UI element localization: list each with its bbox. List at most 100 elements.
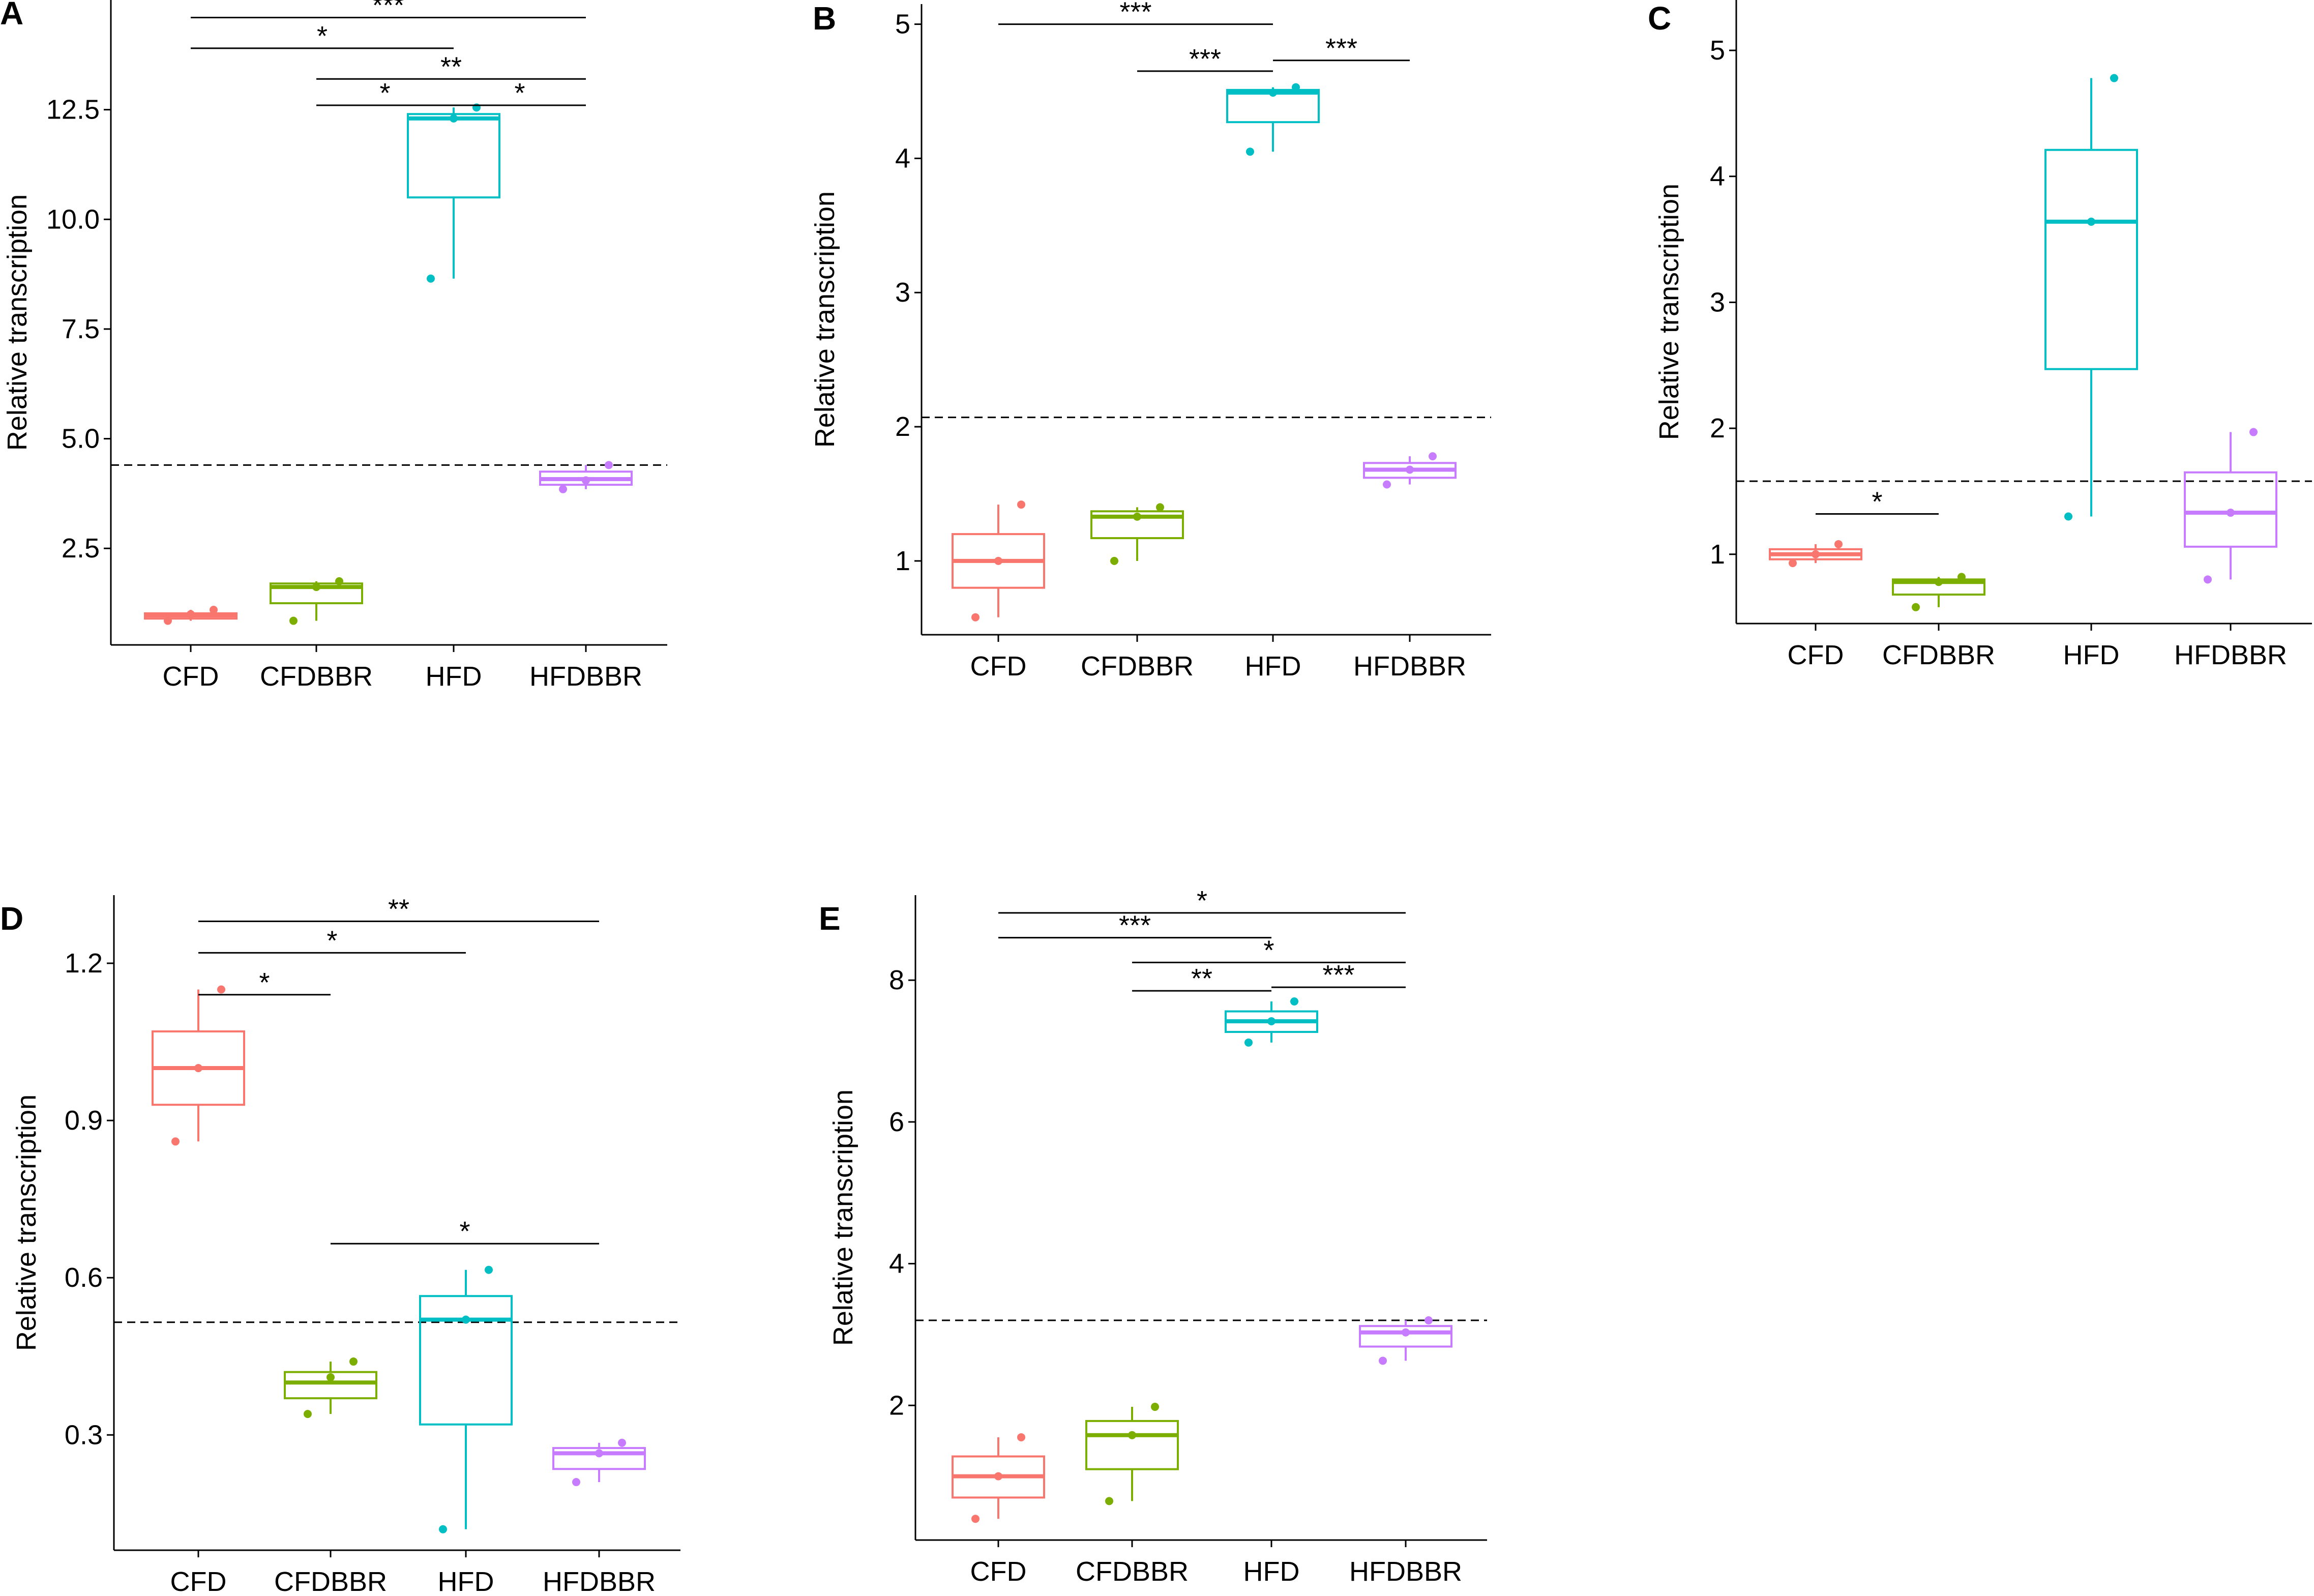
significance-bracket: * [316,78,454,108]
y-tick-label: 8 [889,965,904,995]
data-point [1156,503,1164,512]
significance-bracket: * [191,21,454,51]
box-body [284,1371,377,1400]
significance-label: * [317,21,328,51]
y-tick-label: 7.5 [62,314,100,344]
box-hfd [1226,83,1320,156]
data-point [1429,452,1437,461]
box-hfdbbr [552,1438,646,1487]
panel-letter: A [0,0,23,32]
x-tick-label: CFDBBR [1882,640,1995,670]
data-point [1246,147,1254,156]
significance-bracket: *** [998,0,1273,27]
y-tick-label: 3 [1710,287,1725,317]
significance-label: * [327,925,337,956]
box-cfdbbr [1085,1403,1179,1505]
significance-label: *** [1325,33,1357,64]
x-tick-label: HFDBBR [1353,651,1466,682]
significance-bracket: *** [1137,44,1273,74]
data-point [164,616,172,625]
significance-label: ** [388,894,409,925]
significance-label: *** [372,0,404,21]
data-point [1133,512,1141,521]
data-point [427,274,435,283]
significance-label: *** [1119,910,1151,941]
panel-e: E 2 4 6 8 CFD CFDBBR HFD HFDBBR Relative transcri… [819,885,1487,1587]
x-tick-label: CFDBBR [1081,651,1194,682]
data-point [1017,500,1025,509]
data-point [2064,512,2072,521]
x-tick-label: HFD [1245,651,1301,682]
data-point [618,1438,626,1447]
significance-bracket: * [331,1216,599,1247]
x-tick-label: CFD [163,661,219,692]
x-tick-label: HFD [438,1567,494,1596]
significance-label: * [1263,935,1274,965]
data-point [312,583,320,592]
significance-bracket: *** [1271,960,1406,990]
box-hfdbbr [1359,1316,1452,1365]
y-tick-label: 2 [1710,413,1725,444]
y-tick-label: 4 [895,143,910,173]
y-tick-label: 1 [1710,539,1725,570]
y-axis-title: Relative transcription [810,191,840,448]
box-body [552,1447,646,1470]
significance-label: * [259,967,270,998]
y-tick-label: 2.5 [62,533,100,564]
box-body [2184,471,2277,548]
data-point [994,556,1002,565]
x-tick-label: HFD [2063,640,2120,670]
panel-letter: D [0,900,23,937]
data-point [1789,559,1797,568]
y-tick-label: 0.6 [65,1262,103,1293]
x-tick-label: CFDBBR [260,661,373,692]
x-tick-label: CFD [970,651,1027,682]
data-point [1292,83,1300,92]
data-point [2249,428,2258,436]
significance-bracket: * [198,925,466,956]
significance-bracket: *** [191,0,586,21]
significance-bracket: * [1132,935,1406,965]
significance-bracket: * [1816,487,1939,517]
data-point [187,610,195,618]
significance-label: * [1872,487,1882,517]
box-body [1090,510,1184,540]
data-point [304,1410,312,1418]
panel-b: B 1 2 3 4 5 CFD CFDBBR HFD HFDBBR Relative transcr… [810,0,1491,682]
data-point [2204,575,2212,584]
x-tick-label: CFD [170,1567,227,1596]
x-tick-label: HFD [1243,1556,1300,1587]
data-point [194,1064,202,1073]
x-tick-label: HFDBBR [1349,1556,1462,1587]
data-point [1110,556,1118,565]
y-tick-label: 2 [895,411,910,442]
y-tick-label: 5 [1710,35,1725,66]
data-point [1269,88,1277,97]
box-hfd [1225,997,1318,1047]
data-point [1425,1316,1433,1325]
x-tick-label: CFDBBR [274,1567,387,1596]
significance-bracket: * [454,78,586,108]
significance-bracket: *** [998,910,1271,941]
significance-bracket: ** [198,894,599,925]
box-hfd [407,103,500,283]
data-point [450,114,458,123]
data-point [605,461,613,469]
panel-a: A 2.5 5.0 7.5 10.0 12.5 CFD CFDBBR HFD HFDBBR Rela… [0,0,667,692]
data-point [462,1315,470,1324]
x-tick-label: CFDBBR [1076,1556,1189,1587]
data-point [1812,550,1820,558]
data-point [349,1357,358,1366]
x-tick-label: HFD [426,661,482,692]
box-cfd [952,500,1045,622]
significance-label: *** [1189,44,1221,74]
data-point [582,476,590,485]
box-cfd [144,605,238,625]
y-tick-label: 4 [1710,161,1725,192]
data-point [572,1478,580,1487]
y-axis-title: Relative transcription [828,1089,858,1346]
box-body [2044,149,2138,370]
y-tick-label: 1 [895,546,910,576]
significance-label: *** [1322,960,1354,990]
